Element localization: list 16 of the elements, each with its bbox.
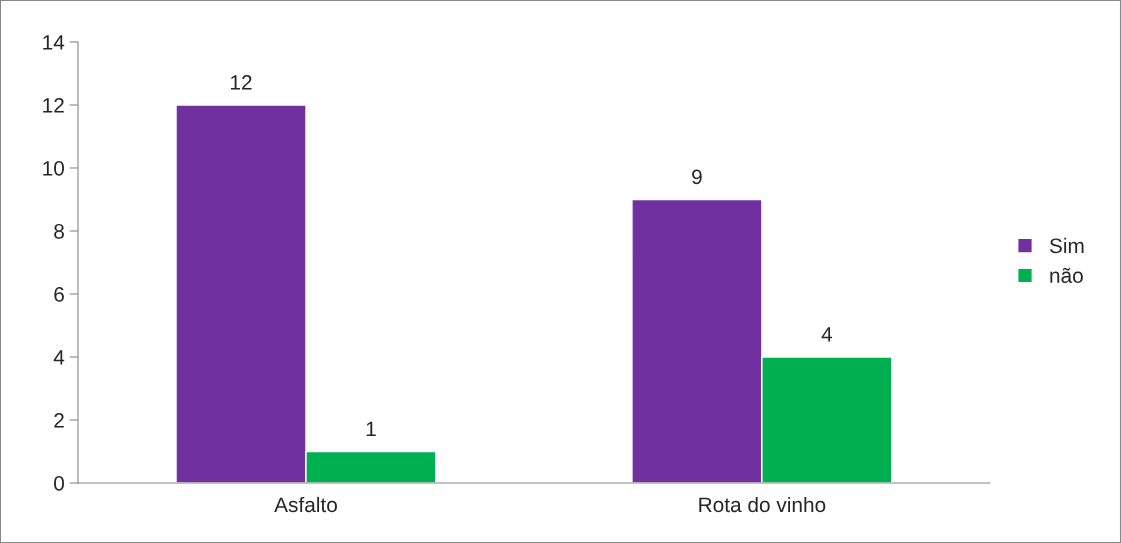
data-label: 9 [692,169,702,185]
data-label: 12 [231,75,252,90]
x-tick-label: Asfalto [274,496,337,513]
data-label: 4 [821,327,833,342]
data-label: 1 [366,421,376,437]
y-tick-label: 4 [53,350,65,365]
legend-label: Sim [1049,237,1084,254]
y-tick-label: 14 [43,35,65,50]
y-tick-label: 8 [54,223,64,239]
y-tick-label: 2 [54,413,64,428]
y-tick-label: 12 [43,97,64,113]
y-tick-label: 10 [43,160,65,176]
y-tick-label: 0 [54,476,65,491]
y-tick-label: 6 [54,286,64,302]
legend-label: não [1050,267,1083,283]
x-tick-label: Rota do vinho [699,496,826,513]
